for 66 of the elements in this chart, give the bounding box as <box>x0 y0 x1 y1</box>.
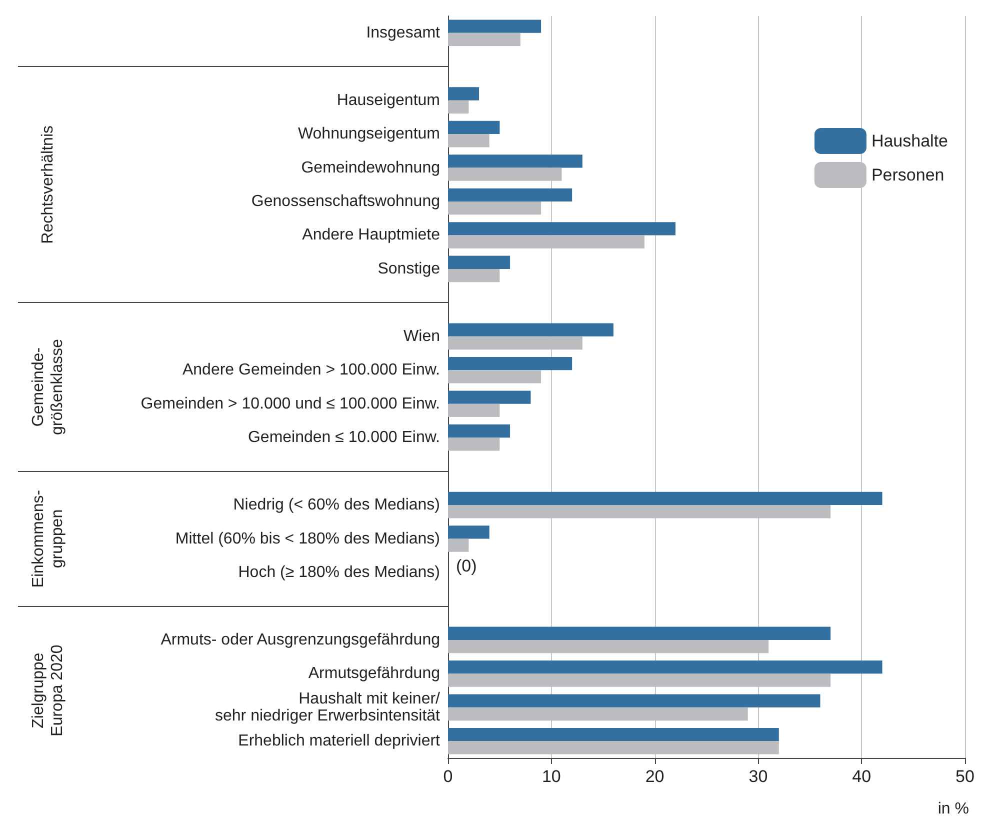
y-tick-label: Hoch (≥ 180% des Medians) <box>238 564 440 581</box>
bar <box>448 390 531 404</box>
x-tick-label: 10 <box>542 767 561 786</box>
x-tick-label: 30 <box>748 767 768 786</box>
bar <box>448 370 542 384</box>
y-tick-label: Gemeindewohnung <box>301 159 440 176</box>
bar <box>448 640 769 654</box>
y-tick-label: Armutsgefährdung <box>308 665 440 682</box>
bar <box>448 222 676 236</box>
bar <box>448 728 779 742</box>
y-tick-label: Gemeinden ≤ 10.000 Einw. <box>248 429 440 446</box>
data-label: (0) <box>456 556 477 576</box>
bar <box>448 741 779 754</box>
bar <box>448 134 490 148</box>
bar <box>448 32 520 46</box>
y-tick-label: Andere Hauptmiete <box>302 226 440 244</box>
x-tick-label: 0 <box>443 767 453 786</box>
bar <box>448 235 644 248</box>
bar <box>448 674 831 687</box>
bar <box>448 202 542 215</box>
x-tick-label: 20 <box>645 767 664 786</box>
text: Rechtsverhältnis <box>40 125 56 244</box>
text: Gemeinde- größenklasse <box>30 338 66 436</box>
bar <box>448 424 510 438</box>
bar <box>448 538 469 552</box>
x-tick-label: 40 <box>852 767 872 786</box>
bar <box>448 660 882 674</box>
bar <box>448 168 562 181</box>
y-tick-label: Andere Gemeinden > 100.000 Einw. <box>182 362 440 379</box>
bar <box>448 323 614 336</box>
y-tick-label: Mittel (60% bis < 180% des Medians) <box>175 530 440 548</box>
bar <box>448 336 582 350</box>
y-tick-label: Hauseigentum <box>336 92 440 109</box>
bar <box>448 707 748 721</box>
y-tick-label: Insgesamt <box>366 24 441 42</box>
bar <box>448 256 510 269</box>
x-axis-title: in % <box>938 800 969 818</box>
bar <box>448 120 500 134</box>
bar <box>448 87 480 100</box>
x-tick-label: 50 <box>956 767 974 786</box>
bar <box>448 20 542 33</box>
y-tick-label: Armuts- oder Ausgrenzungsgefährdung <box>160 631 440 648</box>
bar <box>448 188 572 202</box>
y-tick-label: Niedrig (< 60% des Medians) <box>233 496 440 514</box>
text: Zielgruppe Europa 2020 <box>30 644 66 736</box>
legend-label: Personen <box>871 166 944 184</box>
y-tick-label: Wohnungseigentum <box>298 126 440 143</box>
bar <box>448 626 831 640</box>
y-tick-label: Sonstige <box>378 260 440 278</box>
y-tick-label: Wien <box>404 328 440 345</box>
bar <box>448 268 500 282</box>
bar <box>448 505 831 518</box>
bar <box>448 694 820 708</box>
bar <box>448 100 469 114</box>
text: Einkommens- gruppen <box>30 490 66 588</box>
bar <box>448 154 582 168</box>
bar <box>448 526 490 539</box>
y-tick-label: Haushalt mit keiner/ sehr niedriger Erwerbsintensität <box>215 690 441 724</box>
bar <box>448 438 500 451</box>
y-tick-label: Erheblich materiell depriviert <box>238 732 441 750</box>
bar <box>448 356 572 370</box>
bar <box>448 404 500 418</box>
legend-label: Haushalte <box>871 132 948 150</box>
bar <box>448 492 882 506</box>
y-tick-label: Genossenschaftswohnung <box>251 193 440 210</box>
y-tick-label: Gemeinden > 10.000 und ≤ 100.000 Einw. <box>140 395 440 412</box>
